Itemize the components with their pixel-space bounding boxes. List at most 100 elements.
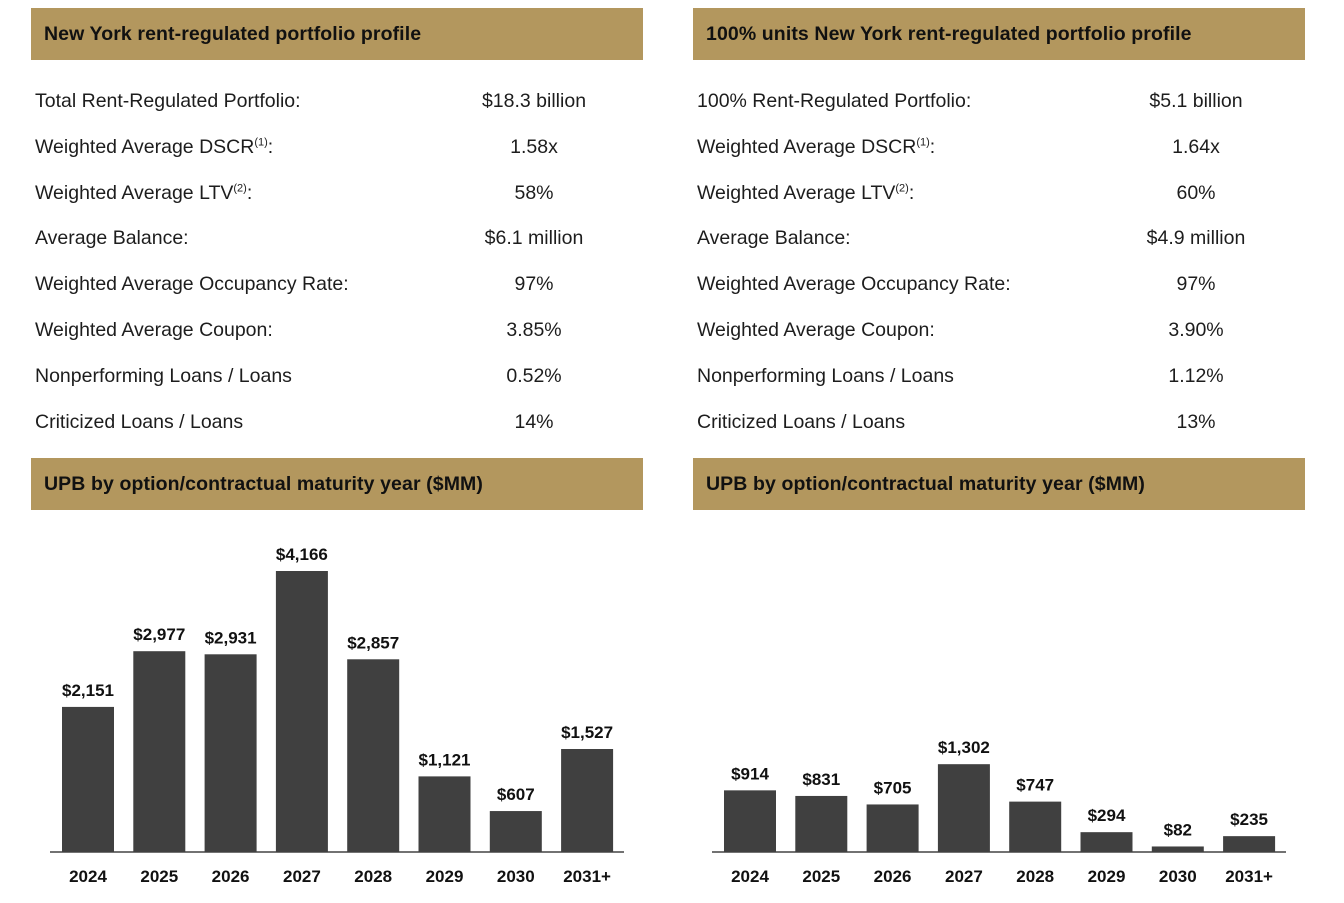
metric-label-text: Criticized Loans / Loans xyxy=(697,410,906,433)
bar xyxy=(275,571,328,852)
metric-value: 3.85% xyxy=(506,318,562,341)
x-tick-label: 2027 xyxy=(283,867,321,886)
bar-value-label: $607 xyxy=(497,785,535,804)
bar-value-label: $1,121 xyxy=(419,750,471,769)
bar-value-label: $235 xyxy=(1230,810,1268,829)
metric-row: Weighted Average DSCR(1): 1.58x xyxy=(31,125,643,171)
metric-label: Weighted Average DSCR(1): xyxy=(697,136,935,159)
x-tick-label: 2025 xyxy=(140,867,178,886)
metric-value: 58% xyxy=(514,181,554,204)
portfolio-profile-header: New York rent-regulated portfolio profil… xyxy=(31,8,643,60)
metric-value: 1.64x xyxy=(1172,135,1220,158)
metric-row: Criticized Loans / Loans 13% xyxy=(693,400,1305,446)
right-panel: 100% units New York rent-regulated portf… xyxy=(693,0,1305,903)
bar xyxy=(133,651,186,852)
maturity-chart-header: UPB by option/contractual maturity year … xyxy=(31,458,643,510)
metric-label-text: Weighted Average Coupon: xyxy=(697,318,935,341)
metric-row: Weighted Average Occupancy Rate: 97% xyxy=(31,262,643,308)
metric-label-text: Criticized Loans / Loans xyxy=(35,410,244,433)
bar xyxy=(62,706,114,852)
metric-value: 97% xyxy=(1176,273,1216,296)
metric-row: Criticized Loans / Loans 14% xyxy=(31,400,643,446)
metric-label-text: Average Balance: xyxy=(697,227,851,250)
x-tick-label: 2024 xyxy=(69,867,107,886)
metric-label-text: Total Rent-Regulated Portfolio: xyxy=(35,90,301,112)
metric-row: Weighted Average Coupon: 3.85% xyxy=(31,308,643,354)
bar-value-label: $2,977 xyxy=(133,625,185,644)
metric-label: Weighted Average Coupon: xyxy=(35,319,273,342)
bar-value-label: $1,302 xyxy=(938,738,990,757)
metric-label: 100% Rent-Regulated Portfolio: xyxy=(697,90,971,113)
x-tick-label: 2030 xyxy=(497,867,535,886)
metric-label: Weighted Average Occupancy Rate: xyxy=(697,273,1011,296)
metric-label: Nonperforming Loans / Loans xyxy=(35,365,292,388)
bar xyxy=(347,659,400,852)
bar xyxy=(489,811,542,852)
bar xyxy=(1009,801,1062,852)
metric-value: $4.9 million xyxy=(1146,227,1246,250)
metric-row: Weighted Average Coupon: 3.90% xyxy=(693,308,1305,354)
metric-label: Weighted Average Coupon: xyxy=(697,319,935,342)
metric-label: Criticized Loans / Loans xyxy=(697,411,905,434)
bar xyxy=(1223,836,1276,852)
full-units-maturity-bar-chart: $914 2024 $831 2025 $705 2026 $1,302 2027 $747 20… xyxy=(693,520,1305,903)
x-tick-label: 2027 xyxy=(945,867,983,886)
bar-value-label: $705 xyxy=(874,778,912,797)
x-tick-label: 2031+ xyxy=(1225,867,1273,886)
metric-label: Weighted Average DSCR(1): xyxy=(35,136,273,159)
metric-label-suffix: : xyxy=(929,135,936,158)
full-units-portfolio-metrics-table: 100% Rent-Regulated Portfolio: $5.1 billi… xyxy=(693,79,1305,445)
bar xyxy=(418,776,471,852)
metric-label: Average Balance: xyxy=(35,227,189,250)
x-tick-label: 2026 xyxy=(212,867,250,886)
metric-label-suffix: : xyxy=(267,135,274,158)
metric-value: 60% xyxy=(1176,181,1216,204)
x-tick-label: 2029 xyxy=(1088,867,1126,886)
bar xyxy=(1080,832,1133,852)
footnote-marker: (2) xyxy=(233,182,247,195)
x-tick-label: 2028 xyxy=(1016,867,1054,886)
metric-row: Weighted Average LTV(2): 60% xyxy=(693,171,1305,217)
x-tick-label: 2025 xyxy=(802,867,840,886)
bar-value-label: $747 xyxy=(1016,776,1054,795)
metric-value: $5.1 billion xyxy=(1149,90,1243,112)
metric-label-text: Weighted Average LTV xyxy=(35,181,234,204)
metric-row: Weighted Average Occupancy Rate: 97% xyxy=(693,262,1305,308)
bar-value-label: $2,151 xyxy=(62,681,114,700)
metric-label-suffix: : xyxy=(246,181,253,204)
bar xyxy=(561,749,614,852)
metric-value: 13% xyxy=(1176,410,1216,433)
metric-value: 1.12% xyxy=(1168,364,1224,387)
bar-value-label: $4,166 xyxy=(276,545,328,564)
metric-label: Weighted Average LTV(2): xyxy=(35,182,252,205)
metric-row: Average Balance: $4.9 million xyxy=(693,216,1305,262)
bar-value-label: $2,931 xyxy=(205,628,257,647)
metric-label: Average Balance: xyxy=(697,227,851,250)
bar-value-label: $294 xyxy=(1088,806,1126,825)
metric-label: Criticized Loans / Loans xyxy=(35,411,243,434)
maturity-bar-chart: $2,151 2024 $2,977 2025 $2,931 2026 $4,166 2027… xyxy=(31,520,643,903)
metric-label-text: Weighted Average DSCR xyxy=(697,135,917,158)
full-units-maturity-chart-header: UPB by option/contractual maturity year … xyxy=(693,458,1305,510)
bar xyxy=(1151,846,1204,852)
metric-row: Total Rent-Regulated Portfolio: $18.3 bil… xyxy=(31,79,643,125)
metric-label-text: 100% Rent-Regulated Portfolio: xyxy=(697,90,972,112)
bar-value-label: $2,857 xyxy=(347,633,399,652)
metric-label-suffix: : xyxy=(908,181,915,204)
metric-label-text: Nonperforming Loans / Loans xyxy=(35,364,292,387)
full-units-portfolio-profile-header: 100% units New York rent-regulated portf… xyxy=(693,8,1305,60)
bar xyxy=(795,795,848,852)
metric-label-text: Weighted Average Coupon: xyxy=(35,318,273,341)
footnote-marker: (1) xyxy=(916,136,930,149)
metric-row: Weighted Average DSCR(1): 1.64x xyxy=(693,125,1305,171)
x-tick-label: 2031+ xyxy=(563,867,611,886)
bar xyxy=(204,654,257,852)
left-panel: New York rent-regulated portfolio profil… xyxy=(31,0,643,903)
footnote-marker: (1) xyxy=(254,136,268,149)
bar-value-label: $1,527 xyxy=(561,723,613,742)
x-tick-label: 2026 xyxy=(874,867,912,886)
metric-value: 0.52% xyxy=(506,364,562,387)
bar-value-label: $831 xyxy=(802,770,840,789)
metric-row: Nonperforming Loans / Loans 0.52% xyxy=(31,354,643,400)
metric-label: Nonperforming Loans / Loans xyxy=(697,365,954,388)
